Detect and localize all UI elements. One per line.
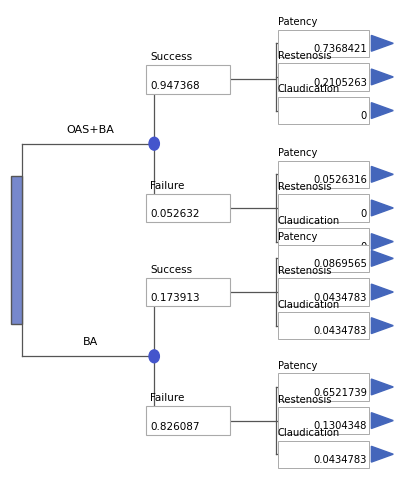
Bar — [278, 228, 369, 255]
Text: 0: 0 — [361, 208, 367, 218]
Text: Restenosis: Restenosis — [278, 51, 331, 61]
Bar — [278, 30, 369, 57]
Text: Restenosis: Restenosis — [278, 394, 331, 404]
Text: Claudication: Claudication — [278, 300, 340, 310]
Text: OAS+BA: OAS+BA — [67, 125, 114, 135]
Bar — [278, 194, 369, 222]
Text: 0.173913: 0.173913 — [150, 294, 200, 304]
Polygon shape — [371, 200, 393, 216]
Bar — [278, 440, 369, 468]
Polygon shape — [371, 36, 393, 51]
Text: Patency: Patency — [278, 232, 317, 242]
Bar — [278, 245, 369, 272]
Text: Patency: Patency — [278, 18, 317, 28]
Text: Claudication: Claudication — [278, 216, 340, 226]
Polygon shape — [371, 318, 393, 334]
Text: 0.052632: 0.052632 — [150, 210, 200, 220]
Polygon shape — [371, 250, 393, 266]
Bar — [278, 64, 369, 90]
Text: 0.7368421: 0.7368421 — [313, 44, 367, 54]
Text: 0.0434783: 0.0434783 — [314, 326, 367, 336]
Polygon shape — [371, 284, 393, 300]
Bar — [146, 406, 230, 435]
Bar — [278, 407, 369, 434]
Text: 0: 0 — [361, 111, 367, 121]
Bar — [146, 65, 230, 94]
Bar — [146, 194, 230, 222]
Text: Restenosis: Restenosis — [278, 266, 331, 276]
Bar — [278, 312, 369, 339]
Text: 0.826087: 0.826087 — [150, 422, 200, 432]
Circle shape — [149, 350, 159, 362]
Text: 0.0434783: 0.0434783 — [314, 455, 367, 465]
Polygon shape — [371, 69, 393, 85]
Polygon shape — [371, 234, 393, 250]
Text: 0.0869565: 0.0869565 — [313, 259, 367, 269]
Bar — [278, 161, 369, 188]
Text: Restenosis: Restenosis — [278, 182, 331, 192]
Text: Success: Success — [150, 52, 192, 62]
Text: Failure: Failure — [150, 180, 185, 190]
Polygon shape — [371, 412, 393, 428]
Text: Claudication: Claudication — [278, 428, 340, 438]
Text: 0.2105263: 0.2105263 — [313, 78, 367, 88]
Bar — [146, 278, 230, 306]
Bar — [278, 97, 369, 124]
Polygon shape — [371, 102, 393, 118]
Text: 0.947368: 0.947368 — [150, 81, 200, 91]
Text: 0.0526316: 0.0526316 — [313, 175, 367, 185]
Text: Success: Success — [150, 264, 192, 274]
Text: 0.6521739: 0.6521739 — [313, 388, 367, 398]
Text: 0.0434783: 0.0434783 — [314, 292, 367, 302]
Polygon shape — [371, 166, 393, 182]
Bar — [278, 278, 369, 305]
Text: Claudication: Claudication — [278, 84, 340, 94]
Text: Patency: Patency — [278, 361, 317, 371]
Bar — [278, 374, 369, 400]
Polygon shape — [371, 379, 393, 395]
Polygon shape — [371, 446, 393, 462]
Text: 0.1304348: 0.1304348 — [314, 421, 367, 431]
Text: Failure: Failure — [150, 394, 185, 404]
Text: Patency: Patency — [278, 148, 317, 158]
Circle shape — [149, 138, 159, 150]
Text: 0: 0 — [361, 242, 367, 252]
Text: BA: BA — [83, 338, 98, 347]
Bar — [11, 176, 22, 324]
